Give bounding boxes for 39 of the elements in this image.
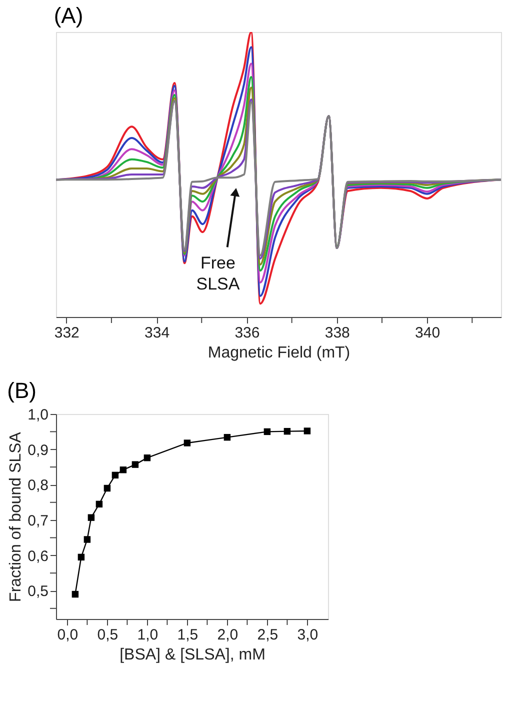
x-axis-title: Magnetic Field (mT)	[208, 344, 350, 362]
point	[224, 434, 231, 441]
point	[304, 428, 311, 434]
point	[104, 484, 111, 492]
x-axis-title: [BSA] & [SLSA], mM	[120, 646, 266, 664]
x-tick-label: 2,5	[257, 626, 278, 644]
x-tick-label: 2,0	[217, 626, 238, 644]
y-tick-label: 0,7	[28, 512, 48, 530]
x-tick-label: 1,5	[177, 626, 198, 644]
y-tick-label: 0,6	[28, 548, 48, 565]
point	[84, 536, 91, 543]
point	[96, 500, 103, 508]
point	[112, 472, 119, 478]
point	[144, 454, 151, 462]
x-tick-label: 332	[54, 324, 80, 342]
x-tick-label: 0,0	[57, 626, 78, 644]
y-tick-label: 0,5	[28, 583, 48, 600]
point	[284, 428, 291, 435]
chart-title: (A)	[54, 3, 84, 28]
point	[120, 466, 127, 474]
x-tick-label: 340	[415, 324, 440, 342]
point	[78, 554, 85, 560]
point	[184, 440, 191, 446]
point	[132, 461, 139, 468]
chart-title: (B)	[7, 378, 36, 403]
x-tick-label: 0,5	[97, 626, 118, 644]
y-tick-label: 0,8	[28, 477, 48, 494]
annotation: Free SLSA	[196, 253, 240, 294]
x-tick-label: 3,0	[297, 626, 318, 644]
x-tick-label: 336	[234, 324, 260, 342]
x-tick-label: 338	[324, 324, 350, 342]
y-tick-label: 0,9	[28, 442, 48, 459]
point	[88, 514, 95, 521]
x-tick-label: 334	[144, 324, 170, 342]
point	[72, 590, 79, 598]
y-tick-label: 1,0	[28, 406, 48, 424]
y-axis-title: Fraction of bound SLSA	[8, 432, 25, 602]
point	[264, 428, 271, 436]
x-tick-label: 1,0	[137, 626, 158, 644]
